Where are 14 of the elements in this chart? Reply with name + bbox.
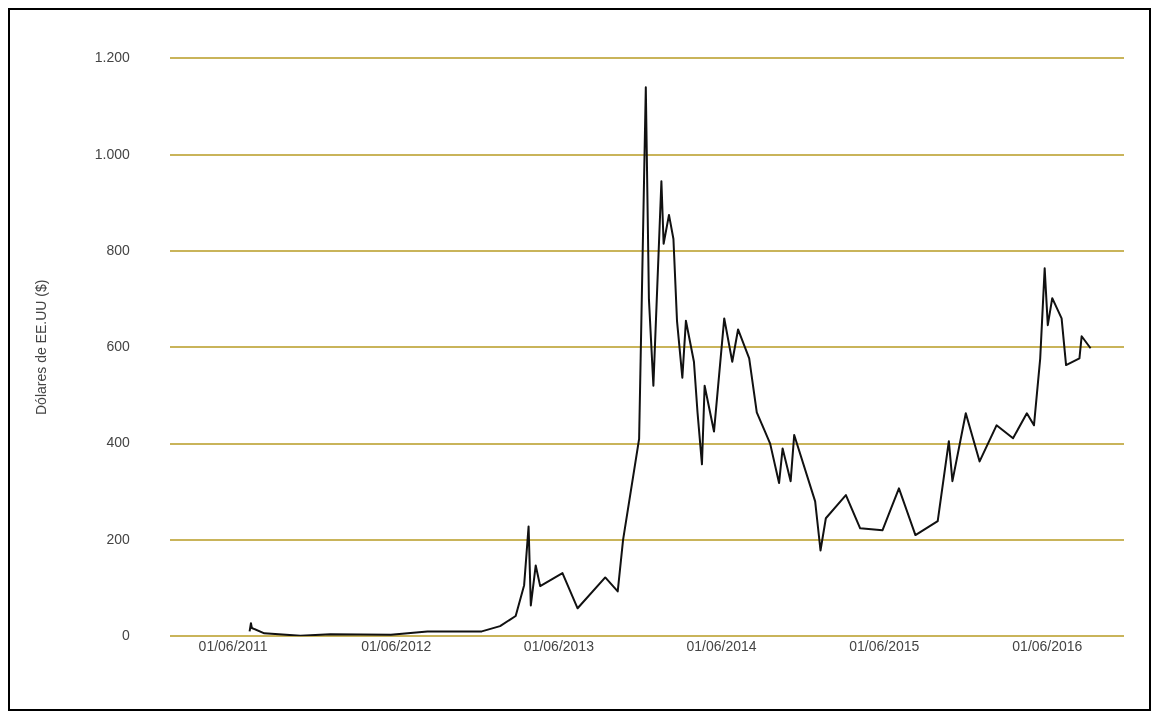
x-tick-label: 01/06/2016 bbox=[1012, 638, 1083, 655]
y-tick-label: 0 bbox=[122, 627, 131, 644]
x-tick-label: 01/06/2015 bbox=[849, 638, 920, 655]
x-tick-label: 01/06/2011 bbox=[198, 638, 268, 655]
x-tick-label: 01/06/2012 bbox=[361, 638, 432, 655]
y-tick-label: 600 bbox=[106, 338, 131, 355]
x-tick-label: 01/06/2013 bbox=[523, 638, 595, 655]
y-axis-title: Dólares de EE.UU ($) bbox=[33, 279, 50, 415]
x-tick-label: 01/06/2014 bbox=[686, 638, 757, 655]
y-tick-label: 200 bbox=[106, 530, 131, 547]
y-tick-label: 400 bbox=[106, 434, 131, 451]
y-tick-label: 1.000 bbox=[94, 145, 131, 162]
y-tick-label: 800 bbox=[106, 241, 131, 258]
y-tick-label: 1.200 bbox=[94, 49, 131, 66]
